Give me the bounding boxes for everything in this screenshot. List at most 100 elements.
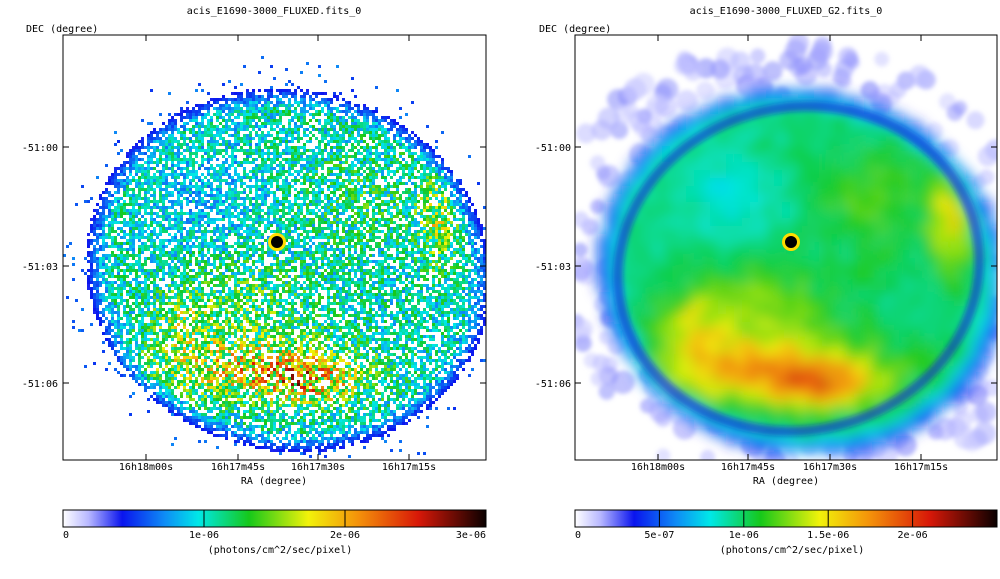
- image-pixel: [315, 257, 318, 260]
- image-pixel: [195, 140, 198, 143]
- image-pixel: [390, 215, 393, 218]
- image-pixel: [126, 254, 129, 257]
- image-pixel: [141, 221, 144, 224]
- image-pixel: [453, 185, 456, 188]
- image-pixel: [348, 101, 351, 104]
- image-pixel: [336, 230, 339, 233]
- image-pixel: [255, 179, 258, 182]
- image-pixel: [387, 227, 390, 230]
- image-pixel: [411, 197, 414, 200]
- image-pixel: [330, 179, 333, 182]
- image-pixel: [366, 128, 369, 131]
- image-pixel: [474, 242, 477, 245]
- image-pixel: [129, 170, 132, 173]
- image-pixel: [330, 185, 333, 188]
- image-pixel: [195, 170, 198, 173]
- image-pixel: [225, 107, 228, 110]
- image-pixel: [141, 182, 144, 185]
- image-pixel: [414, 200, 417, 203]
- image-pixel: [156, 269, 159, 272]
- image-pixel: [219, 236, 222, 239]
- image-pixel: [123, 173, 126, 176]
- image-pixel: [378, 251, 381, 254]
- image-pixel: [291, 95, 294, 98]
- image-pixel: [384, 146, 387, 149]
- image-pixel: [159, 251, 162, 254]
- image-pixel: [231, 155, 234, 158]
- image-pixel: [144, 245, 147, 248]
- image-pixel: [126, 275, 129, 278]
- image-pixel: [393, 215, 396, 218]
- image-pixel: [426, 251, 429, 254]
- image-pixel: [315, 155, 318, 158]
- image-pixel: [240, 251, 243, 254]
- image-pixel: [204, 242, 207, 245]
- image-pixel: [426, 125, 429, 128]
- image-pixel: [207, 119, 210, 122]
- image-pixel: [216, 107, 219, 110]
- image-pixel: [321, 200, 324, 203]
- image-pixel: [114, 176, 117, 179]
- image-pixel: [324, 158, 327, 161]
- image-pixel: [255, 197, 258, 200]
- image-pixel: [330, 200, 333, 203]
- image-pixel: [375, 197, 378, 200]
- image-pixel: [363, 221, 366, 224]
- image-pixel: [330, 254, 333, 257]
- image-pixel: [381, 170, 384, 173]
- image-pixel: [252, 224, 255, 227]
- image-pixel: [141, 152, 144, 155]
- image-pixel: [384, 149, 387, 152]
- image-pixel: [231, 110, 234, 113]
- image-pixel: [372, 173, 375, 176]
- image-pixel: [438, 212, 441, 215]
- image-pixel: [189, 215, 192, 218]
- image-pixel: [135, 275, 138, 278]
- image-pixel: [255, 170, 258, 173]
- image-pixel: [297, 212, 300, 215]
- image-pixel: [420, 188, 423, 191]
- image-pixel: [450, 173, 453, 176]
- image-pixel: [369, 269, 372, 272]
- image-pixel: [174, 140, 177, 143]
- image-pixel: [384, 251, 387, 254]
- image-pixel: [462, 227, 465, 230]
- image-pixel: [282, 173, 285, 176]
- image-pixel: [228, 140, 231, 143]
- image-pixel: [204, 158, 207, 161]
- image-pixel: [186, 239, 189, 242]
- image-pixel: [186, 170, 189, 173]
- image-pixel: [420, 146, 423, 149]
- image-pixel: [459, 245, 462, 248]
- image-pixel: [231, 128, 234, 131]
- image-pixel: [195, 206, 198, 209]
- image-pixel: [243, 134, 246, 137]
- image-pixel: [351, 164, 354, 167]
- image-pixel: [114, 209, 117, 212]
- image-pixel: [165, 152, 168, 155]
- image-pixel: [162, 218, 165, 221]
- image-pixel: [354, 245, 357, 248]
- image-pixel: [207, 143, 210, 146]
- image-pixel: [171, 176, 174, 179]
- image-pixel: [240, 203, 243, 206]
- image-pixel: [102, 227, 105, 230]
- image-pixel: [117, 254, 120, 257]
- image-pixel: [249, 131, 252, 134]
- image-pixel: [477, 230, 480, 233]
- image-pixel: [414, 212, 417, 215]
- image-pixel: [111, 269, 114, 272]
- image-pixel: [456, 227, 459, 230]
- image-pixel: [171, 260, 174, 263]
- image-pixel: [357, 221, 360, 224]
- image-pixel: [300, 158, 303, 161]
- image-pixel: [210, 245, 213, 248]
- image-pixel: [231, 215, 234, 218]
- image-pixel: [165, 188, 168, 191]
- image-pixel: [324, 149, 327, 152]
- image-pixel: [297, 275, 300, 278]
- image-pixel: [273, 116, 276, 119]
- image-pixel: [120, 179, 123, 182]
- image-pixel: [444, 245, 447, 248]
- image-pixel: [111, 182, 114, 185]
